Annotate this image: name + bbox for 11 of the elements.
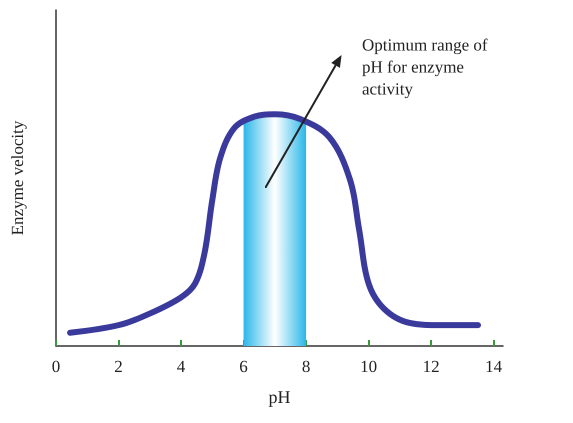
x-tick-label: 14 <box>485 357 503 376</box>
x-tick-label: 8 <box>302 357 310 376</box>
x-tick-label: 2 <box>114 357 123 376</box>
x-tick-label: 0 <box>52 357 60 376</box>
y-axis-title: Enzyme velocity <box>8 120 27 236</box>
x-axis-title: pH <box>268 387 290 407</box>
x-tick-label: 10 <box>360 357 378 376</box>
x-tick-label: 4 <box>176 357 186 376</box>
x-tick-label: 12 <box>422 357 440 376</box>
x-tick-label: 6 <box>239 357 248 376</box>
text: Optimum range of pH for enzyme activity <box>362 36 492 98</box>
